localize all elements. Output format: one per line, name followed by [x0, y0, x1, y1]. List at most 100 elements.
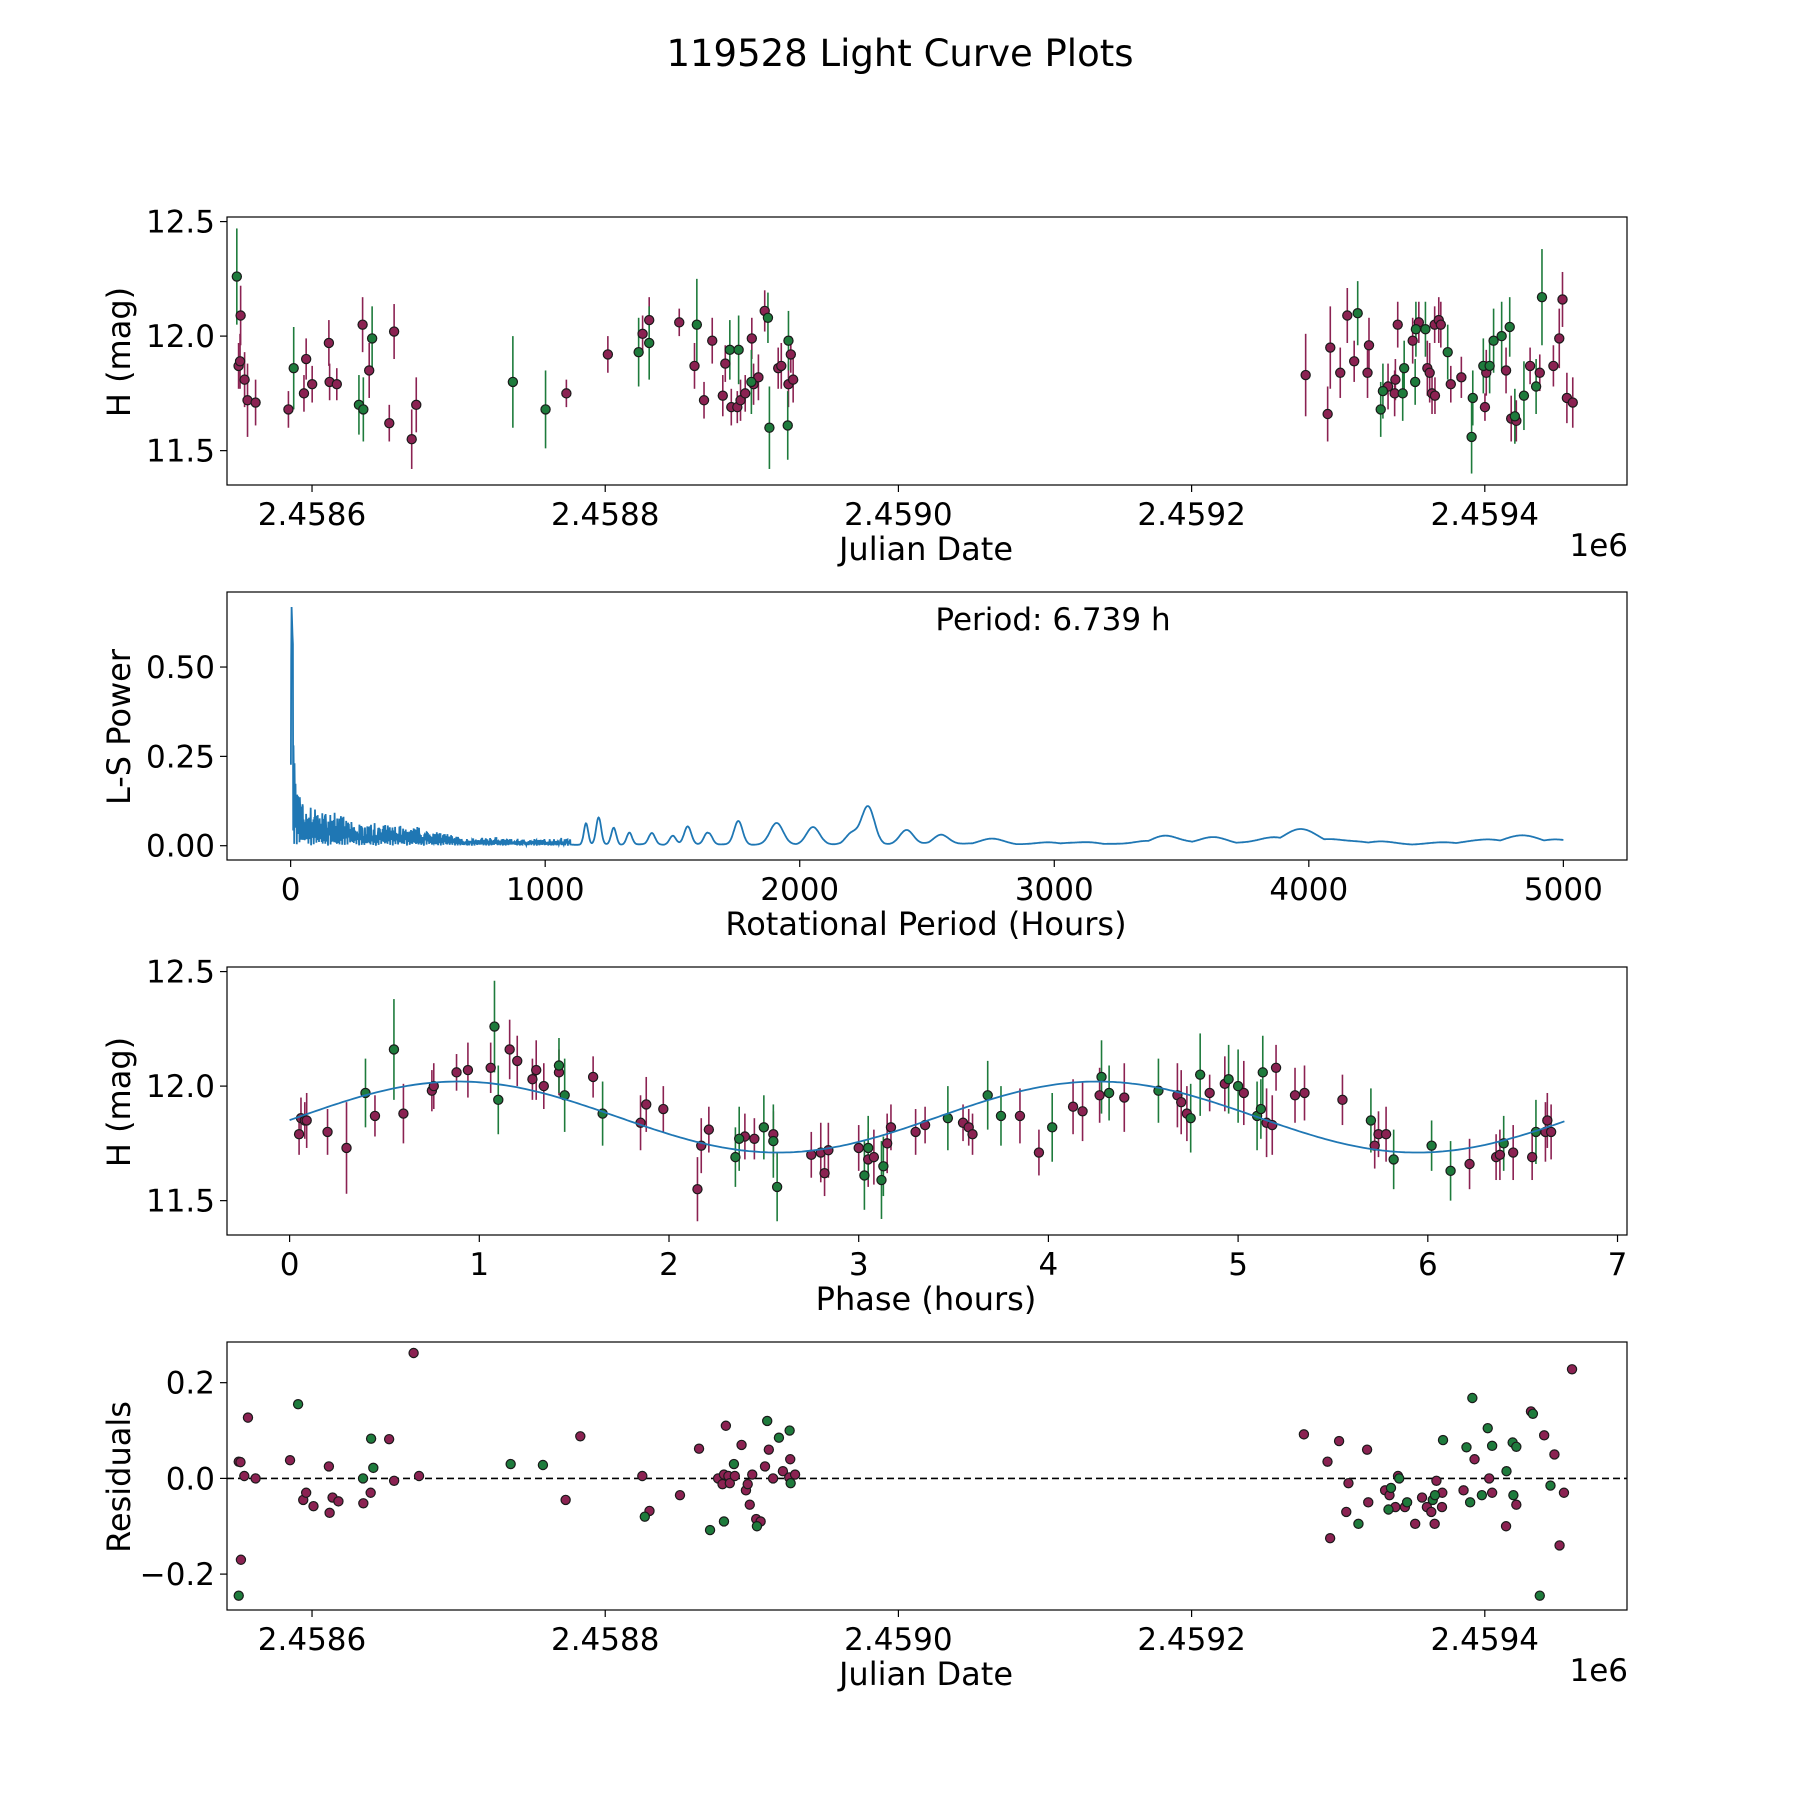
residuals-point-set_a [1469, 1454, 1480, 1465]
phased-curve-point-set_a [703, 1124, 715, 1135]
periodogram-ytick-label: 0.50 [146, 650, 215, 686]
light-curve-point-set_b [633, 346, 644, 358]
residuals-point-set_b [537, 1459, 549, 1471]
residuals-xtick-label: 2.4586 [258, 1622, 366, 1658]
light-curve-point-set_b [1409, 376, 1421, 388]
light-curve-point-set_a [1534, 367, 1545, 378]
phased-curve-point-set_b [1232, 1080, 1244, 1092]
light-curve-point-set_b [1397, 388, 1408, 399]
residuals-point-set_b [365, 1433, 377, 1444]
residuals-point-set_b [1482, 1422, 1493, 1434]
light-curve-point-set_a [674, 317, 685, 328]
light-curve-point-set_a [746, 333, 758, 344]
phased-curve-point-set_a [322, 1126, 333, 1138]
phased-curve-point-set_a [1542, 1115, 1553, 1126]
phased-curve-point-set_a [462, 1064, 474, 1076]
periodogram-ytick-label: 0.00 [146, 829, 215, 865]
residuals-point-set_b [762, 1415, 773, 1427]
residuals-point-set_a [744, 1499, 755, 1510]
light-curve-point-set_b [366, 333, 378, 344]
residuals-point-set_a [1558, 1487, 1570, 1498]
light-curve-point-set_b [358, 404, 369, 415]
residuals-point-set_a [1361, 1444, 1373, 1455]
phased-curve-point-set_a [369, 1110, 381, 1122]
phased-curve-ytick-label: 11.5 [146, 1184, 215, 1220]
residuals-point-set_b [1545, 1480, 1556, 1491]
periodogram-xtick-label: 2000 [760, 872, 839, 908]
light-curve-point-set_b [1377, 385, 1389, 397]
phased-curve-point-set_a [398, 1108, 409, 1119]
residuals-point-set_a [284, 1455, 296, 1466]
residuals-point-set_a [759, 1461, 771, 1472]
periodogram-xtick-label: 3000 [1015, 872, 1094, 908]
light-curve-point-set_b [1504, 321, 1515, 333]
residuals-point-set_b [639, 1511, 651, 1522]
residuals-point-set_a [767, 1473, 779, 1484]
phased-curve-point-set_a [1507, 1147, 1519, 1158]
residuals-point-set_a [413, 1470, 425, 1482]
light-curve-point-set_a [643, 314, 655, 326]
residuals-point-set_a [388, 1475, 400, 1486]
phased-curve-point-set_b [995, 1110, 1007, 1122]
residuals-point-set_a [736, 1439, 747, 1451]
phased-curve-point-set_a [293, 1129, 305, 1140]
light-curve-point-set_b [1467, 392, 1478, 404]
phased-curve-point-set_a [531, 1064, 542, 1076]
residuals-point-set_a [1554, 1540, 1565, 1551]
light-curve-point-set_a [298, 388, 310, 399]
phased-curve-point-set_a [658, 1103, 669, 1115]
phased-curve-point-set_a [1494, 1149, 1506, 1161]
residuals-point-set_b [1476, 1489, 1488, 1501]
residuals-point-set_a [1429, 1518, 1440, 1530]
phased-curve-point-set_a [341, 1142, 352, 1154]
residuals-point-set_a [1511, 1499, 1522, 1510]
periodogram-xtick-label: 5000 [1524, 872, 1603, 908]
phased-curve-point-set_a [641, 1099, 652, 1110]
light-curve-ytick-label: 11.5 [146, 434, 215, 470]
light-curve-point-set_a [250, 397, 261, 408]
residuals-point-set_b [1461, 1442, 1472, 1453]
phased-curve-point-set_a [1380, 1129, 1392, 1140]
phased-curve-point-set_b [1255, 1103, 1267, 1115]
light-curve-point-set_a [235, 310, 246, 321]
periodogram-xtick-label: 4000 [1269, 872, 1348, 908]
phased-curve-point-set_a [538, 1080, 550, 1092]
residuals-point-set_a [1436, 1501, 1448, 1513]
periodogram-ylabel: L-S Power [100, 648, 138, 805]
light-curve-point-set_b [1375, 404, 1386, 415]
light-curve-point-set_a [689, 360, 700, 372]
phased-curve-ytick-label: 12.5 [146, 955, 215, 991]
residuals-point-set_a [323, 1461, 335, 1472]
phased-curve-xtick-label: 1 [469, 1247, 489, 1283]
light-curve-point-set_b [1466, 431, 1477, 443]
phased-curve-panel: 0 1 2 3 4 5 6 7 11.5 12.0 12.5 [146, 955, 1628, 1283]
light-curve-point-set_a [720, 358, 731, 369]
light-curve-point-set_a [561, 388, 572, 399]
residuals-ylabel: Residuals [100, 1401, 138, 1553]
phased-curve-point-set_a [301, 1115, 312, 1126]
residuals-point-set_a [742, 1478, 753, 1490]
residuals-point-set_a [1431, 1475, 1442, 1486]
light-curve-ytick-label: 12.5 [146, 205, 215, 241]
phased-curve-point-set_a [819, 1167, 830, 1179]
phased-curve-point-set_b [730, 1151, 741, 1163]
residuals-point-set_a [1483, 1473, 1495, 1484]
phased-curve-xtick-label: 4 [1039, 1247, 1059, 1283]
residuals-point-set_b [1501, 1466, 1512, 1477]
light-curve-point-set_a [707, 335, 718, 346]
light-curve-point-set_a [1429, 390, 1441, 401]
light-curve-point-set_a [411, 399, 422, 411]
residuals-point-set_b [1511, 1441, 1522, 1453]
phased-curve-model-line [289, 1080, 1565, 1154]
residuals-point-set_b [728, 1458, 740, 1470]
residuals-point-set_a [789, 1469, 801, 1480]
light-curve-point-set_a [331, 379, 343, 390]
residuals-point-set_a [785, 1454, 796, 1465]
phased-curve-point-set_a [527, 1074, 538, 1085]
phased-curve-point-set_a [1077, 1106, 1088, 1117]
residuals-point-set_a [724, 1477, 736, 1489]
light-curve-point-set_a [1548, 360, 1559, 372]
residuals-point-set_a [1409, 1518, 1421, 1530]
light-curve-point-set_b [691, 319, 703, 330]
light-curve-point-set_a [323, 337, 335, 349]
